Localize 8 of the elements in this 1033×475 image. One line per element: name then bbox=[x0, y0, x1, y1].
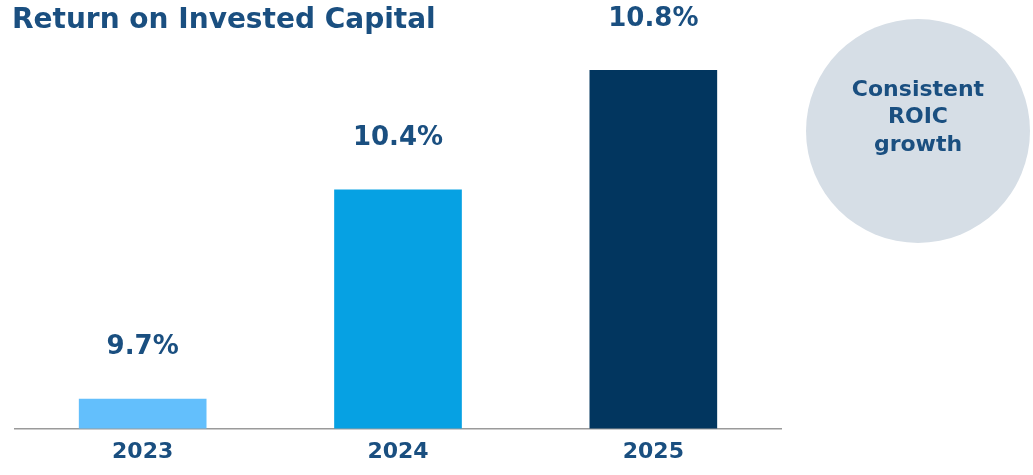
chart-title: Return on Invested Capital bbox=[12, 2, 436, 35]
data-label: 9.7% bbox=[106, 330, 179, 361]
x-tick-label: 2025 bbox=[622, 437, 684, 463]
x-tick-label: 2024 bbox=[367, 437, 429, 463]
data-label: 10.4% bbox=[352, 121, 444, 152]
data-label: 10.8% bbox=[608, 1, 699, 32]
x-tick-label: 2023 bbox=[112, 437, 174, 463]
circle-callout: Consistent ROIC growth bbox=[806, 19, 1030, 243]
